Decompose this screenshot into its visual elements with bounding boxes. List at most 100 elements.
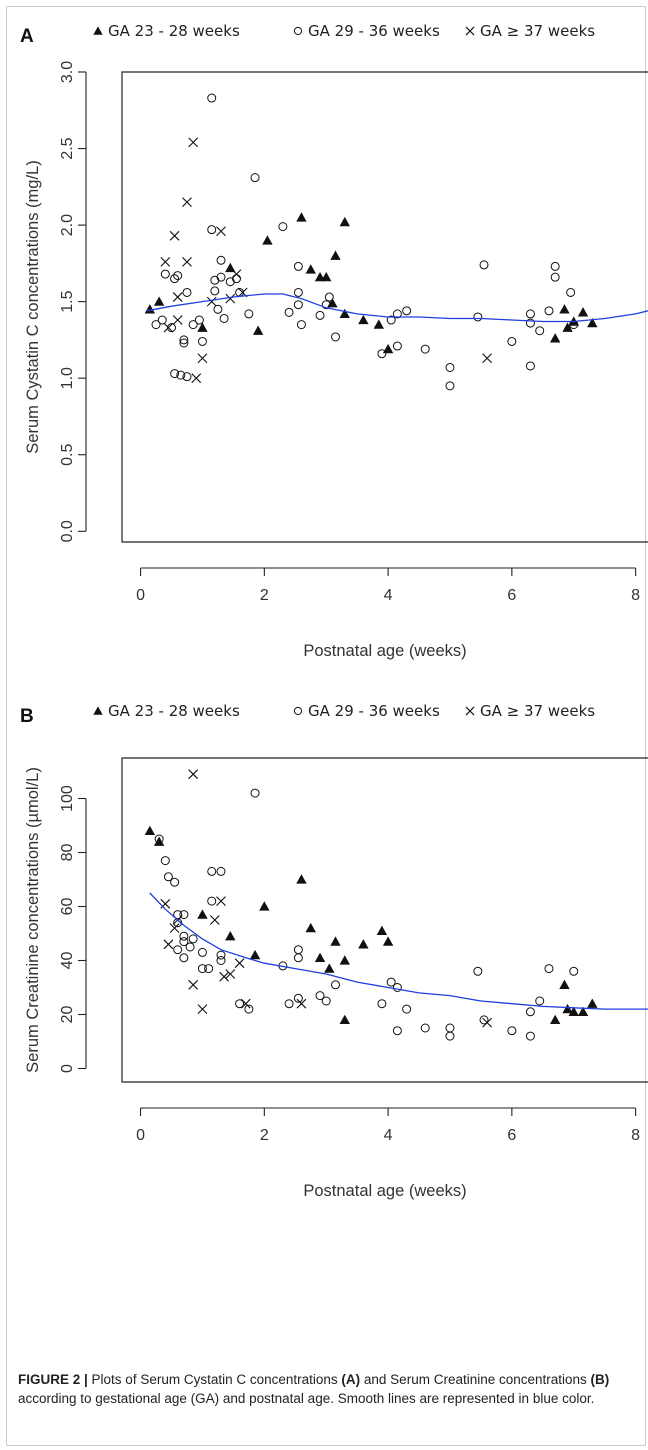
data-point-circle: [392, 309, 402, 319]
data-point-triangle: [225, 931, 236, 941]
data-point-circle: [182, 287, 192, 297]
data-point-circle: [278, 222, 288, 232]
y-tick-label: 60: [59, 898, 76, 916]
plot-data: [144, 769, 648, 1041]
data-point-x: [191, 373, 202, 384]
data-point-triangle: [587, 317, 598, 328]
data-point-triangle: [577, 307, 589, 317]
data-point-circle: [213, 304, 223, 314]
data-point-triangle: [153, 836, 165, 846]
data-point-circle: [179, 937, 189, 947]
data-point-circle: [550, 261, 560, 271]
legend-marker: [465, 706, 475, 716]
panel-b: B GA 23 - 28 weeks GA 29 - 36 weeks GA ≥ 37…: [20, 702, 648, 1200]
data-point-circle: [445, 381, 455, 391]
data-point-x: [163, 322, 174, 333]
y-tick-label: 1.5: [59, 290, 76, 312]
data-point-x: [219, 971, 229, 982]
data-point-circle: [392, 983, 402, 992]
data-point-x: [296, 998, 307, 1009]
caption-text-3: according to gestational age (GA) and po…: [18, 1391, 595, 1406]
data-point-circle: [479, 260, 489, 270]
data-point-triangle: [249, 949, 261, 960]
x-tick-label: 4: [384, 587, 393, 604]
legend-marker: [93, 26, 103, 35]
data-point-triangle: [358, 939, 369, 949]
data-point-circle: [179, 910, 189, 920]
legend-label: GA 23 - 28 weeks: [108, 22, 240, 40]
data-point-triangle: [562, 322, 573, 332]
data-point-circle: [386, 315, 396, 325]
data-point-circle: [244, 309, 254, 319]
legend-marker: [293, 706, 303, 716]
data-point-circle: [293, 945, 303, 955]
data-point-circle: [293, 300, 303, 310]
data-point-circle: [197, 947, 207, 957]
data-point-x: [172, 292, 183, 302]
data-point-circle: [315, 991, 325, 1001]
y-tick-label: 2.0: [59, 214, 76, 236]
data-point-circle: [402, 1004, 412, 1014]
y-tick-label: 0.5: [59, 444, 76, 466]
plot-frame: [121, 757, 648, 1083]
data-point-circle: [185, 942, 195, 952]
smooth-line: [149, 892, 648, 1010]
panel-label: A: [20, 26, 34, 47]
data-point-triangle: [324, 963, 335, 973]
x-tick-label: 8: [631, 587, 640, 604]
data-point-circle: [179, 335, 189, 345]
data-point-x: [188, 979, 199, 990]
data-point-circle: [160, 856, 170, 866]
data-point-circle: [216, 950, 226, 960]
y-tick-label: 0.0: [59, 520, 76, 542]
data-point-circle: [197, 964, 207, 974]
data-point-circle: [216, 255, 226, 265]
caption-bold-a: (A): [341, 1372, 361, 1387]
data-point-circle: [330, 980, 340, 990]
data-point-circle: [544, 306, 554, 316]
data-point-triangle: [305, 922, 316, 933]
caption-text-2: and Serum Creatinine concentrations: [360, 1372, 591, 1387]
data-point-circle: [284, 999, 294, 1009]
data-point-circle: [167, 323, 177, 333]
data-point-x: [206, 296, 217, 307]
data-point-circle: [392, 341, 402, 351]
data-point-x: [482, 353, 492, 364]
data-point-x: [209, 915, 220, 925]
data-point-circle: [525, 361, 535, 371]
data-point-triangle: [382, 936, 394, 946]
y-tick-label: 100: [59, 785, 76, 812]
data-point-triangle: [321, 271, 332, 282]
data-point-x: [482, 1017, 492, 1028]
data-point-x: [169, 230, 180, 241]
data-point-circle: [157, 315, 167, 325]
data-point-circle: [210, 275, 220, 285]
y-tick-label: 80: [59, 844, 76, 862]
data-point-circle: [296, 320, 306, 330]
data-point-circle: [479, 1015, 489, 1025]
data-point-circle: [188, 320, 198, 330]
caption-text-1: Plots of Serum Cystatin C concentrations: [87, 1372, 342, 1387]
data-point-circle: [250, 788, 260, 798]
data-point-x: [182, 197, 192, 208]
data-point-circle: [566, 287, 576, 297]
figure-frame: [6, 6, 646, 1446]
x-axis-label: Postnatal age (weeks): [303, 1182, 466, 1200]
x-tick-label: 4: [384, 1127, 393, 1144]
data-point-triangle: [376, 925, 388, 935]
data-point-circle: [244, 1004, 254, 1014]
legend-marker: [93, 706, 103, 715]
data-point-triangle: [549, 333, 561, 343]
data-point-circle: [231, 274, 241, 284]
panel-label: B: [20, 706, 34, 727]
caption-label: FIGURE 2 |: [18, 1372, 88, 1387]
data-point-circle: [535, 996, 545, 1006]
y-axis-label: Serum Creatinine concentrations (µmol/L): [24, 767, 42, 1073]
data-point-circle: [163, 872, 173, 882]
data-point-triangle: [358, 314, 369, 325]
data-point-triangle: [262, 235, 273, 245]
data-point-x: [172, 315, 183, 325]
smooth-line: [146, 293, 648, 323]
data-point-circle: [179, 953, 189, 963]
